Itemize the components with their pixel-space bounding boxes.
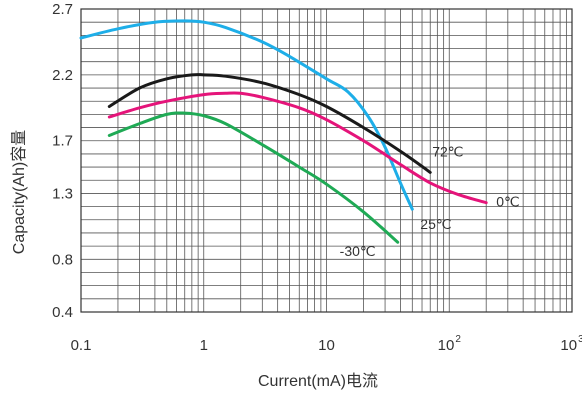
y-tick-label: 1.7	[52, 133, 73, 150]
x-tick-label: 10	[318, 337, 335, 354]
y-tick-label: 0.8	[52, 251, 73, 268]
series-labels: 25℃ 72℃ 0℃ -30℃	[340, 143, 520, 259]
series-minus30-line	[107, 111, 400, 244]
x-tick-labels: 0.1 1 10 102 103	[71, 334, 582, 354]
plot-frame	[80, 8, 573, 313]
x-axis-title: Current(mA)电流	[258, 372, 378, 390]
y-axis-title: Capacity(Ah)容量	[10, 130, 28, 254]
y-tick-label: 2.7	[52, 1, 73, 18]
x-tick-label: 103	[560, 334, 582, 354]
y-tick-labels: 0.4 0.8 1.3 1.7 2.2 2.7	[52, 1, 73, 321]
series-72-line	[107, 73, 432, 174]
series-0-label: 0℃	[496, 194, 520, 210]
series-0-line	[107, 91, 488, 205]
x-tick-label: 1	[200, 337, 208, 354]
y-tick-label: 1.3	[52, 185, 73, 202]
series-minus30-label: -30℃	[340, 243, 376, 259]
x-tick-label: 102	[438, 334, 462, 354]
series-25-line	[79, 19, 414, 211]
data-series	[79, 19, 488, 244]
series-72-label: 72℃	[432, 143, 463, 159]
y-tick-label: 2.2	[52, 67, 73, 84]
y-tick-label: 0.4	[52, 304, 73, 321]
x-tick-label: 0.1	[71, 337, 92, 354]
grid-lines	[80, 8, 572, 313]
series-25-label: 25℃	[420, 216, 451, 232]
